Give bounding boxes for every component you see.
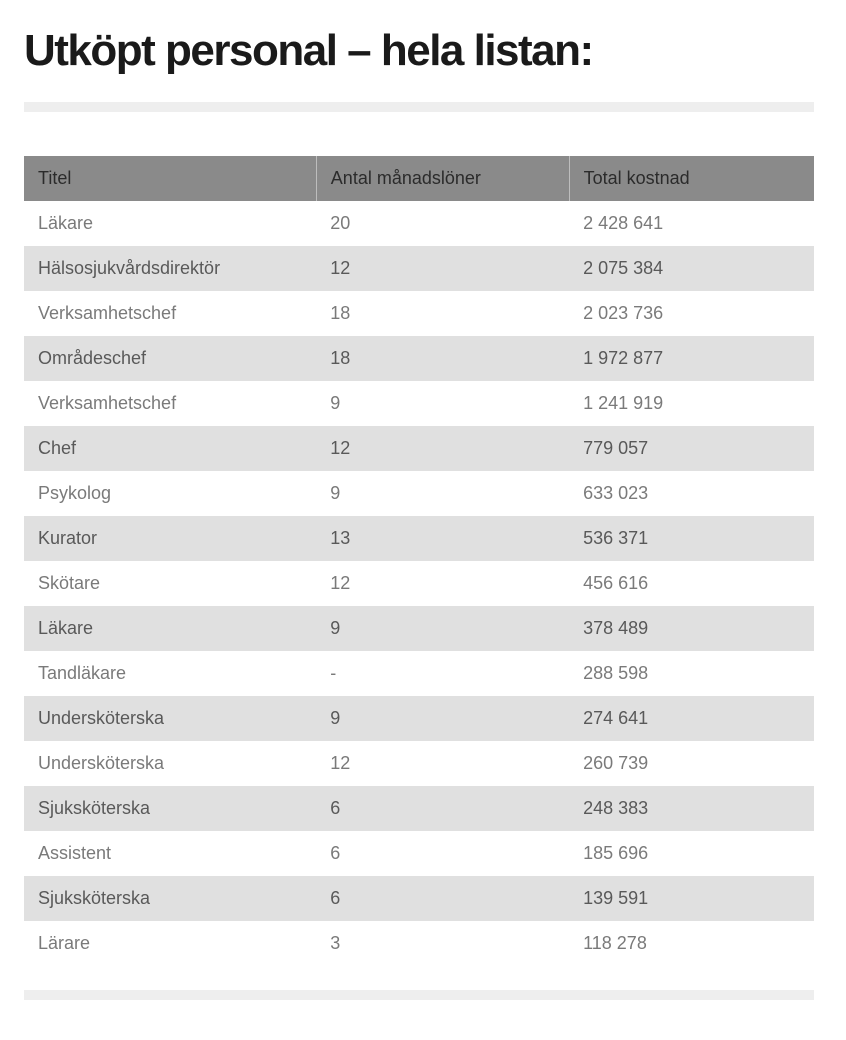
table-cell: Undersköterska — [24, 696, 316, 741]
table-cell: 6 — [316, 876, 569, 921]
table-cell: Verksamhetschef — [24, 381, 316, 426]
table-row: Områdeschef181 972 877 — [24, 336, 814, 381]
table-cell: 12 — [316, 246, 569, 291]
table-cell: 12 — [316, 426, 569, 471]
table-cell: 118 278 — [569, 921, 814, 966]
table-row: Lärare3118 278 — [24, 921, 814, 966]
table-row: Läkare202 428 641 — [24, 201, 814, 246]
table-cell: 260 739 — [569, 741, 814, 786]
table-cell: 288 598 — [569, 651, 814, 696]
table-cell: Kurator — [24, 516, 316, 561]
table-row: Hälsosjukvårdsdirektör122 075 384 — [24, 246, 814, 291]
table-row: Psykolog9633 023 — [24, 471, 814, 516]
table-cell: Hälsosjukvårdsdirektör — [24, 246, 316, 291]
table-cell: 13 — [316, 516, 569, 561]
personnel-table: Titel Antal månadslöner Total kostnad Lä… — [24, 156, 814, 966]
table-cell: 378 489 — [569, 606, 814, 651]
table-cell: 139 591 — [569, 876, 814, 921]
table-cell: Verksamhetschef — [24, 291, 316, 336]
table-cell: Läkare — [24, 201, 316, 246]
table-row: Skötare12456 616 — [24, 561, 814, 606]
table-cell: Läkare — [24, 606, 316, 651]
table-cell: 9 — [316, 696, 569, 741]
table-cell: 6 — [316, 786, 569, 831]
table-cell: 633 023 — [569, 471, 814, 516]
table-cell: Psykolog — [24, 471, 316, 516]
table-cell: 248 383 — [569, 786, 814, 831]
table-row: Läkare9378 489 — [24, 606, 814, 651]
table-cell: 779 057 — [569, 426, 814, 471]
table-cell: 2 075 384 — [569, 246, 814, 291]
section-divider-bottom — [24, 990, 814, 1000]
table-body: Läkare202 428 641Hälsosjukvårdsdirektör1… — [24, 201, 814, 966]
table-cell: Sjuksköterska — [24, 876, 316, 921]
table-cell: Lärare — [24, 921, 316, 966]
table-cell: 3 — [316, 921, 569, 966]
table-cell: Områdeschef — [24, 336, 316, 381]
table-row: Assistent6185 696 — [24, 831, 814, 876]
table-cell: 536 371 — [569, 516, 814, 561]
table-row: Verksamhetschef182 023 736 — [24, 291, 814, 336]
section-divider-top — [24, 102, 814, 112]
column-header-title: Titel — [24, 156, 316, 201]
table-header-row: Titel Antal månadslöner Total kostnad — [24, 156, 814, 201]
table-cell: 185 696 — [569, 831, 814, 876]
table-cell: 2 023 736 — [569, 291, 814, 336]
table-cell: 274 641 — [569, 696, 814, 741]
table-row: Chef12779 057 — [24, 426, 814, 471]
column-header-cost: Total kostnad — [569, 156, 814, 201]
table-cell: 9 — [316, 471, 569, 516]
table-row: Tandläkare-288 598 — [24, 651, 814, 696]
table-cell: 18 — [316, 291, 569, 336]
table-cell: 9 — [316, 606, 569, 651]
table-row: Undersköterska12260 739 — [24, 741, 814, 786]
table-row: Sjuksköterska6139 591 — [24, 876, 814, 921]
table-cell: 20 — [316, 201, 569, 246]
page-title: Utköpt personal – hela listan: — [24, 28, 822, 74]
table-cell: 1 241 919 — [569, 381, 814, 426]
table-cell: Chef — [24, 426, 316, 471]
table-cell: 9 — [316, 381, 569, 426]
table-cell: - — [316, 651, 569, 696]
table-cell: 12 — [316, 561, 569, 606]
table-cell: Tandläkare — [24, 651, 316, 696]
column-header-months: Antal månadslöner — [316, 156, 569, 201]
table-cell: 6 — [316, 831, 569, 876]
table-cell: 456 616 — [569, 561, 814, 606]
table-cell: 12 — [316, 741, 569, 786]
table-cell: Undersköterska — [24, 741, 316, 786]
table-cell: 2 428 641 — [569, 201, 814, 246]
table-cell: Sjuksköterska — [24, 786, 316, 831]
table-row: Sjuksköterska6248 383 — [24, 786, 814, 831]
table-cell: 1 972 877 — [569, 336, 814, 381]
table-cell: Skötare — [24, 561, 316, 606]
table-cell: 18 — [316, 336, 569, 381]
table-cell: Assistent — [24, 831, 316, 876]
table-row: Verksamhetschef91 241 919 — [24, 381, 814, 426]
table-row: Undersköterska9274 641 — [24, 696, 814, 741]
table-row: Kurator13536 371 — [24, 516, 814, 561]
